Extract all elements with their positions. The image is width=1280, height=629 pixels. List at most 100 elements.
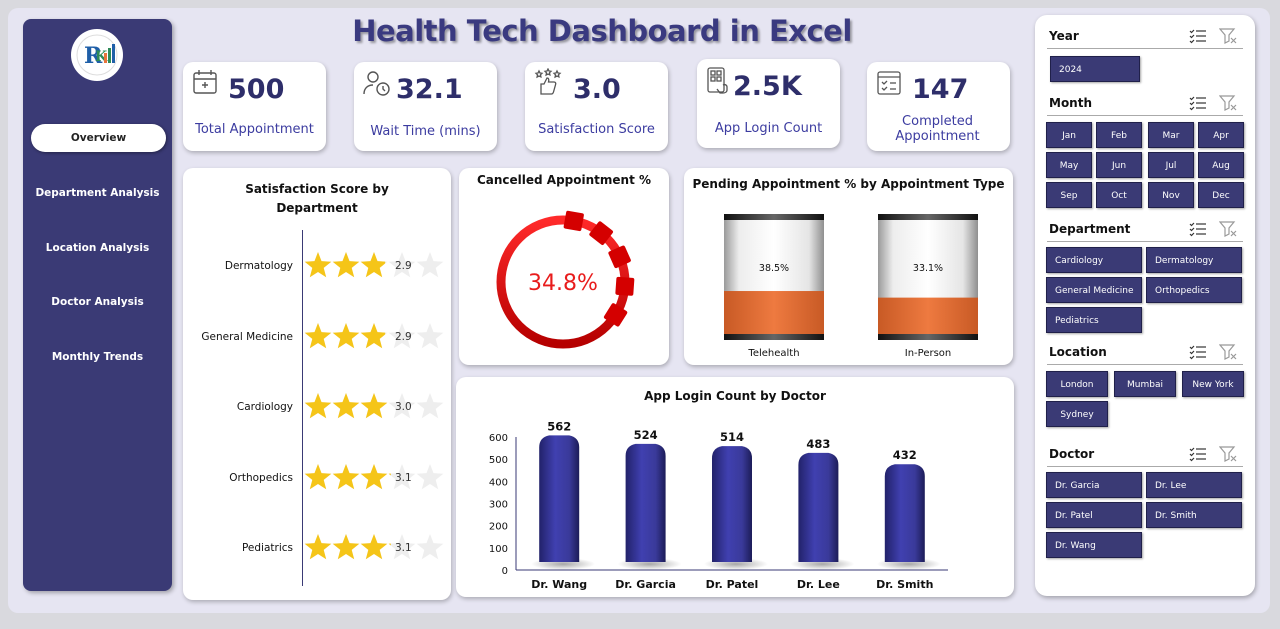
slicer-item-doctor[interactable]: Dr. Patel [1046, 502, 1142, 528]
user-clock-icon [362, 68, 392, 98]
slicer-item-month[interactable]: Aug [1198, 152, 1244, 178]
nav-monthly-trends[interactable]: Monthly Trends [51, 351, 144, 363]
company-logo: R K [71, 29, 123, 81]
clear-filter-icon[interactable] [1218, 28, 1237, 44]
bar [884, 464, 925, 562]
star-filled [360, 534, 388, 560]
multi-select-icon[interactable] [1189, 344, 1207, 360]
kpi-label: Wait Time (mins) [370, 124, 481, 139]
slicer-item-department[interactable]: Dermatology [1146, 247, 1242, 273]
slicer-item-month[interactable]: Jan [1046, 122, 1092, 148]
star-filled [332, 252, 360, 278]
slicer-item-month[interactable]: Jun [1096, 152, 1142, 178]
slicer-item-location[interactable]: Mumbai [1114, 371, 1176, 397]
clear-filter-icon[interactable] [1218, 344, 1237, 360]
multi-select-icon[interactable] [1189, 446, 1207, 462]
slicer-item-location[interactable]: Sydney [1046, 401, 1108, 427]
kpi-value: 500 [228, 74, 285, 105]
star-filled [332, 393, 360, 419]
x-category-label: Dr. Smith [876, 578, 933, 591]
cancelled-panel: Cancelled Appointment % 34.8% [459, 168, 669, 365]
slicer-item-month[interactable]: Sep [1046, 182, 1092, 208]
calendar-icon [191, 68, 221, 98]
star-filled [388, 473, 391, 476]
nav-overview[interactable]: Overview [31, 124, 166, 152]
satisfaction-title: Satisfaction Score by Department [245, 182, 389, 215]
gauge-tooth [603, 303, 628, 327]
pending-title: Pending Appointment % by Appointment Typ… [692, 177, 1005, 191]
slicer-title: Year [1049, 29, 1079, 43]
star-filled [304, 464, 332, 490]
thumbs-up-stars-icon [533, 67, 563, 98]
star-filled [304, 534, 332, 560]
clear-filter-icon[interactable] [1218, 446, 1237, 462]
pending-value-label: 38.5% [759, 263, 789, 274]
multi-select-icon[interactable] [1189, 221, 1207, 237]
score-label: 3.0 [395, 401, 412, 413]
slicer-item-department[interactable]: Pediatrics [1046, 307, 1142, 333]
star-empty [388, 393, 416, 419]
slicer-item-location[interactable]: London [1046, 371, 1108, 397]
multi-select-icon[interactable] [1189, 95, 1207, 111]
slicer-header-month: Month [1047, 94, 1243, 116]
slicer-item-department[interactable]: General Medicine [1046, 277, 1142, 303]
slicer-item-month[interactable]: Dec [1198, 182, 1244, 208]
slicer-item-month[interactable]: Mar [1148, 122, 1194, 148]
satisfaction-panel: Satisfaction Score by Department Dermato… [183, 168, 451, 600]
nav-doctor-analysis[interactable]: Doctor Analysis [51, 296, 144, 308]
slicer-item-doctor[interactable]: Dr. Wang [1046, 532, 1142, 558]
slicer-header-doctor: Doctor [1047, 445, 1243, 467]
bar-data-label: 483 [806, 437, 830, 451]
slicer-item-month[interactable]: Apr [1198, 122, 1244, 148]
x-category-label: Dr. Lee [797, 578, 840, 591]
slicer-item-doctor[interactable]: Dr. Lee [1146, 472, 1242, 498]
dept-label: Orthopedics [229, 472, 293, 484]
star-filled [304, 252, 332, 278]
slicer-title: Month [1049, 96, 1093, 110]
star-rating [304, 323, 444, 349]
gauge-tooth [563, 210, 584, 232]
slicer-item-year[interactable]: 2024 [1050, 56, 1140, 82]
slicer-header-department: Department [1047, 220, 1243, 242]
star-filled [360, 323, 386, 349]
star-empty [416, 252, 444, 278]
star-filled [304, 393, 332, 419]
slicer-item-department[interactable]: Cardiology [1046, 247, 1142, 273]
star-filled [332, 534, 360, 560]
slicer-item-month[interactable]: Nov [1148, 182, 1194, 208]
checklist-calendar-icon [875, 68, 905, 98]
pending-value-label: 33.1% [913, 263, 943, 274]
nav-location-analysis[interactable]: Location Analysis [45, 242, 150, 254]
clear-filter-icon[interactable] [1218, 221, 1237, 237]
kpi-card-wait-time: 32.1 Wait Time (mins) [354, 62, 497, 151]
star-filled [360, 393, 388, 419]
clear-filter-icon[interactable] [1218, 95, 1237, 111]
star-filled [332, 464, 360, 490]
y-tick-label: 600 [489, 433, 508, 444]
multi-select-icon[interactable] [1189, 28, 1207, 44]
dept-label: Dermatology [224, 260, 293, 272]
slicer-item-month[interactable]: May [1046, 152, 1092, 178]
slicer-item-location[interactable]: New York [1182, 371, 1244, 397]
sidebar: R K Overview Department Analysis Locatio… [23, 19, 172, 591]
page-title: Health Tech Dashboard in Excel [352, 14, 852, 48]
score-label: 2.9 [395, 260, 412, 272]
slicer-item-month[interactable]: Jul [1148, 152, 1194, 178]
x-category-label: Dr. Patel [706, 578, 759, 591]
nav-department-analysis[interactable]: Department Analysis [35, 187, 160, 199]
y-tick-label: 0 [502, 566, 508, 577]
slicer-item-department[interactable]: Orthopedics [1146, 277, 1242, 303]
star-filled [360, 252, 386, 278]
slicer-item-doctor[interactable]: Dr. Garcia [1046, 472, 1142, 498]
slicer-item-month[interactable]: Feb [1096, 122, 1142, 148]
slicer-item-doctor[interactable]: Dr. Smith [1146, 502, 1242, 528]
slicer-title: Location [1049, 345, 1107, 359]
score-label: 2.9 [395, 331, 412, 343]
pending-category-label: In-Person [905, 348, 952, 359]
cancelled-gauge: 34.8% [496, 210, 635, 349]
star-empty [388, 323, 416, 349]
slicer-item-month[interactable]: Oct [1096, 182, 1142, 208]
slicer-header-year: Year [1047, 27, 1243, 49]
bar-data-label: 562 [547, 419, 571, 433]
bar [798, 452, 839, 562]
